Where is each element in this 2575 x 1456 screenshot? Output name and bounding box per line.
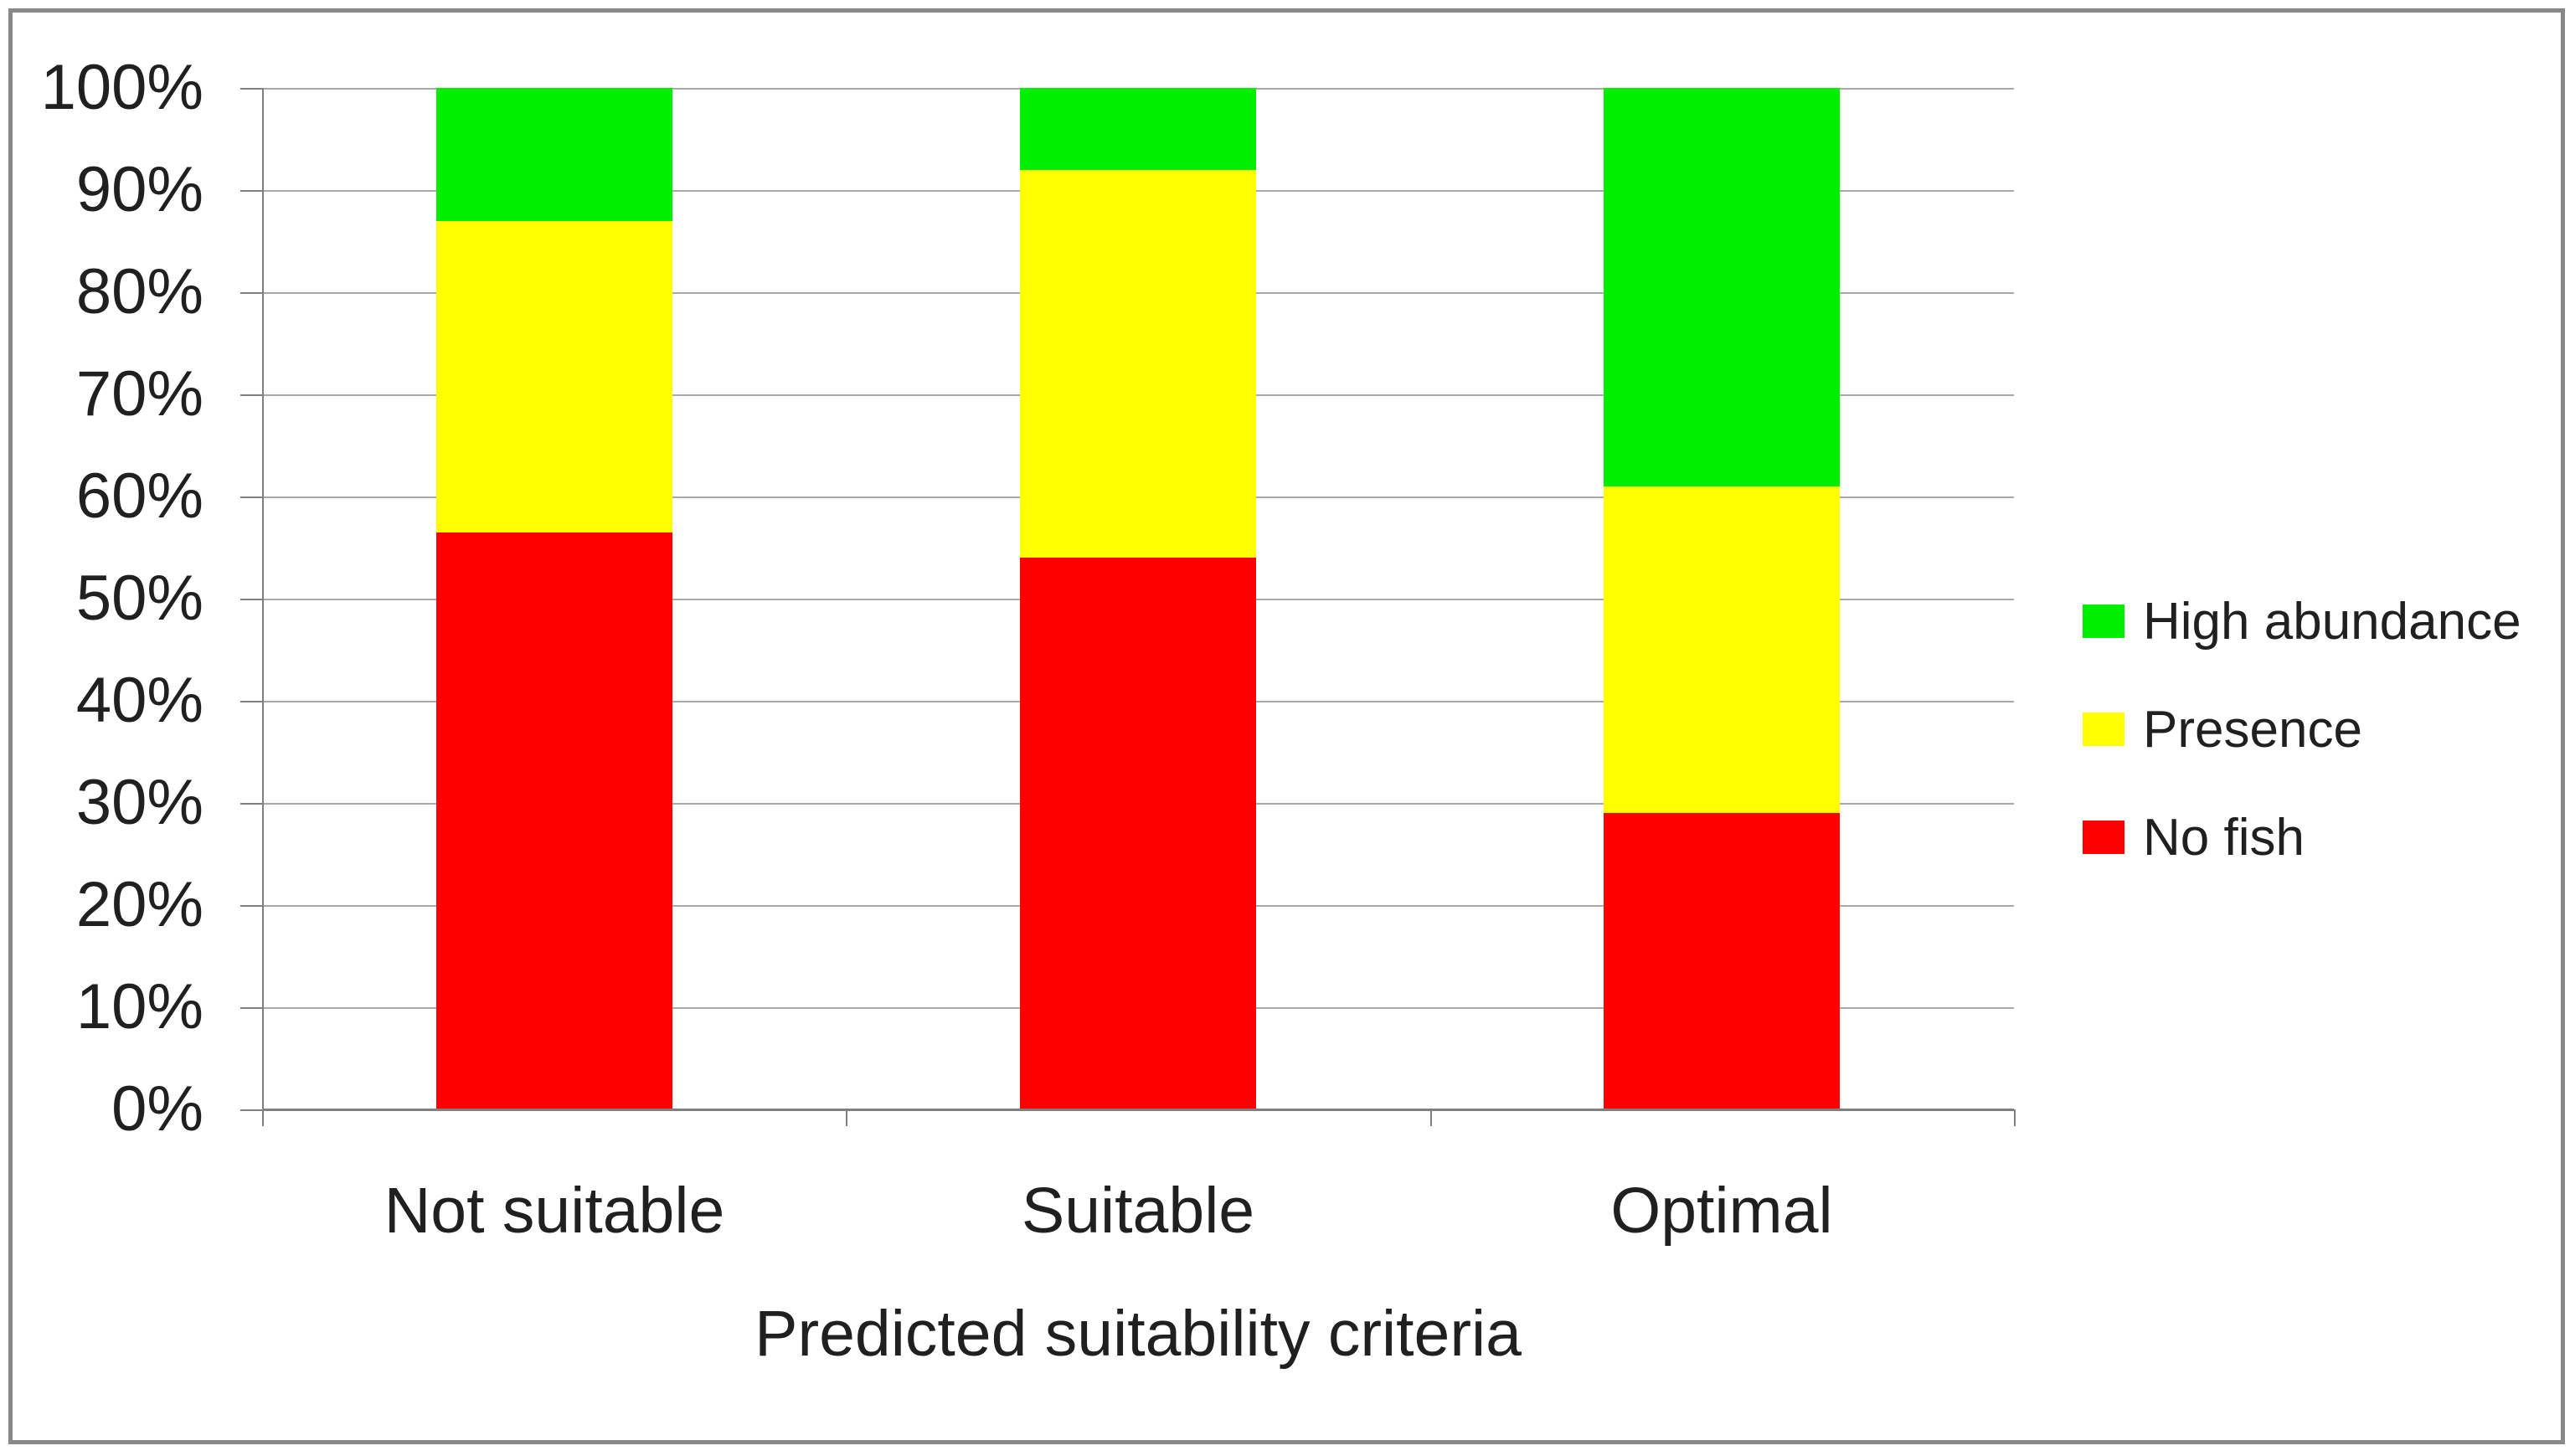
bar-segment-high-abundance: [436, 88, 672, 221]
bar-segment-high-abundance: [1020, 88, 1256, 170]
y-axis-tick: [240, 701, 262, 702]
legend-label: High abundance: [2143, 592, 2521, 651]
x-category-label: Suitable: [1021, 1175, 1255, 1247]
bar-segment-no-fish: [436, 532, 672, 1109]
y-tick-label: 30%: [75, 767, 203, 838]
x-axis-tick: [1430, 1109, 1432, 1126]
legend-label: No fish: [2143, 808, 2305, 867]
legend-label: Presence: [2143, 700, 2362, 759]
y-axis-tick: [240, 1109, 262, 1111]
bar-segment-presence: [436, 220, 672, 532]
y-axis-tick: [240, 496, 262, 498]
bar-segment-no-fish: [1604, 813, 1840, 1109]
y-tick-label: 40%: [75, 665, 203, 736]
bar-segment-presence: [1604, 486, 1840, 814]
y-axis-tick: [240, 292, 262, 294]
bar-segment-high-abundance: [1604, 88, 1840, 486]
y-tick-label: 20%: [75, 869, 203, 940]
bar-segment-no-fish: [1020, 558, 1256, 1109]
y-tick-label: 50%: [75, 563, 203, 634]
legend-item: High abundance: [2083, 588, 2521, 655]
y-axis-tick: [240, 1007, 262, 1009]
x-axis-title: Predicted suitability criteria: [754, 1298, 1522, 1370]
legend-item: No fish: [2083, 804, 2305, 871]
y-tick-label: 100%: [40, 52, 203, 123]
x-axis-tick: [2014, 1109, 2016, 1126]
chart-outer-frame: [8, 8, 2565, 1444]
y-tick-label: 70%: [75, 358, 203, 430]
y-axis-tick: [240, 803, 262, 805]
y-axis-line: [262, 88, 264, 1126]
legend-item: Presence: [2083, 696, 2362, 763]
x-category-label: Optimal: [1610, 1175, 1833, 1247]
y-axis-tick: [240, 190, 262, 192]
y-tick-label: 60%: [75, 460, 203, 532]
legend-swatch-icon: [2083, 821, 2124, 854]
y-axis-tick: [240, 905, 262, 907]
x-category-label: Not suitable: [384, 1175, 725, 1247]
bar-segment-presence: [1020, 169, 1256, 558]
y-tick-label: 90%: [75, 154, 203, 225]
y-axis-tick: [240, 394, 262, 396]
legend-swatch-icon: [2083, 713, 2124, 746]
y-tick-label: 80%: [75, 256, 203, 327]
y-axis-tick: [240, 88, 262, 90]
x-axis-tick: [846, 1109, 847, 1126]
x-axis-line: [262, 1109, 2014, 1111]
y-tick-label: 0%: [111, 1073, 203, 1145]
x-axis-tick: [262, 1109, 264, 1126]
y-axis-tick: [240, 599, 262, 600]
legend-swatch-icon: [2083, 605, 2124, 638]
y-tick-label: 10%: [75, 971, 203, 1042]
